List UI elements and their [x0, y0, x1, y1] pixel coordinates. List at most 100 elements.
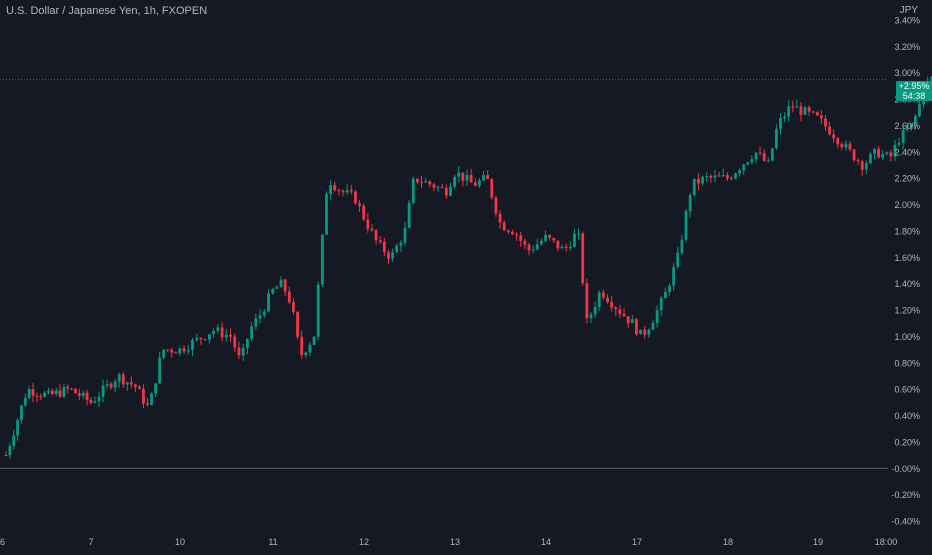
candle-body [125, 382, 129, 385]
candle-body [166, 349, 170, 351]
candle-body [395, 245, 399, 253]
candle-body [864, 163, 868, 170]
last-value-badge: +2.95% 54:38 [896, 81, 932, 101]
candle-body [121, 374, 125, 385]
candle-body [391, 252, 395, 259]
candle-body [97, 396, 101, 402]
candle-body [267, 293, 270, 312]
candle-body [717, 175, 721, 177]
candle-body [639, 329, 642, 335]
candle-body [444, 187, 448, 196]
candle-body [506, 230, 510, 232]
candle-body [117, 374, 121, 382]
candle-body [39, 396, 43, 398]
candle-body [692, 178, 696, 196]
x-tick-label: 19 [813, 537, 823, 547]
candle-body [416, 178, 419, 183]
y-tick-label: 1.40% [894, 279, 920, 289]
candle-body [105, 383, 109, 386]
candle-body [766, 160, 770, 162]
candle-body [12, 435, 16, 446]
candle-body [287, 291, 291, 303]
candle-body [676, 252, 680, 268]
candle-body [229, 334, 232, 337]
candle-body [154, 383, 157, 394]
candle-body [349, 190, 353, 192]
candle-body [341, 190, 345, 193]
candle-body [828, 126, 831, 135]
candle-body [81, 392, 85, 397]
candle-body [300, 336, 304, 356]
y-tick-label: -0.40% [891, 517, 920, 527]
candle-body [577, 233, 580, 235]
candle-body [224, 334, 228, 338]
candle-body [254, 318, 258, 327]
candle-body [589, 314, 593, 318]
candle-body [889, 152, 893, 157]
candle-body [824, 118, 827, 127]
candle-body [643, 329, 647, 335]
candle-body [428, 181, 432, 185]
candle-body [74, 388, 77, 394]
x-tick-label: 18:00 [875, 537, 898, 547]
candle-body [101, 385, 105, 397]
candle-body [606, 297, 609, 303]
candle-body [754, 152, 758, 160]
candle-body [490, 179, 494, 198]
candle-body [109, 383, 113, 388]
candle-body [651, 323, 655, 330]
candle-body [901, 130, 905, 143]
candle-body [370, 228, 374, 231]
candle-body [279, 279, 283, 288]
candle-body [819, 115, 823, 119]
candle-body [250, 326, 254, 339]
candle-body [325, 194, 328, 235]
y-tick-label: 3.20% [894, 42, 920, 52]
candle-body [622, 313, 626, 317]
candle-body [877, 148, 881, 158]
y-axis[interactable]: 3.40%3.20%3.00%2.80%2.60%2.40%2.20%2.00%… [891, 16, 920, 527]
chart-title: U.S. Dollar / Japanese Yen, 1h, FXOPEN [6, 5, 208, 17]
x-tick-label: 11 [268, 537, 277, 547]
candle-body [170, 349, 174, 353]
candle-body [237, 347, 241, 356]
candle-body [182, 348, 186, 352]
candle-body [66, 386, 70, 389]
candle-body [815, 112, 819, 116]
candle-body [930, 76, 932, 82]
candle-body [8, 445, 12, 456]
candle-body [803, 107, 807, 115]
candle-body [366, 219, 370, 229]
candle-body [411, 178, 415, 203]
candle-body [20, 405, 23, 421]
candle-body [403, 227, 407, 243]
candle-body [203, 339, 207, 341]
candle-body [630, 319, 634, 323]
candle-body [195, 337, 199, 340]
candle-body [320, 234, 324, 285]
candle-body [601, 292, 605, 298]
candle-body [407, 202, 411, 228]
candle-body [158, 357, 162, 384]
candle-body [50, 390, 54, 395]
candle-body [233, 336, 237, 348]
x-axis[interactable]: 6 7 10 11 12 13 14 17 18 19 18:00 [0, 537, 897, 547]
y-tick-label: 3.40% [894, 16, 920, 26]
candle-body [150, 393, 153, 405]
candle-body [473, 182, 477, 186]
candle-body [457, 172, 461, 177]
candle-body [893, 144, 897, 157]
y-tick-label: 2.60% [894, 121, 920, 131]
candle-body [498, 213, 502, 223]
x-tick-label: 7 [88, 537, 93, 547]
y-tick-label: -0.00% [891, 464, 920, 474]
candle-body [832, 134, 836, 139]
x-tick-label: 12 [359, 537, 369, 547]
candle-body [354, 191, 357, 204]
candle-body [647, 329, 651, 335]
candle-body [292, 302, 295, 313]
candle-body [668, 285, 671, 293]
candle-body [523, 240, 527, 245]
